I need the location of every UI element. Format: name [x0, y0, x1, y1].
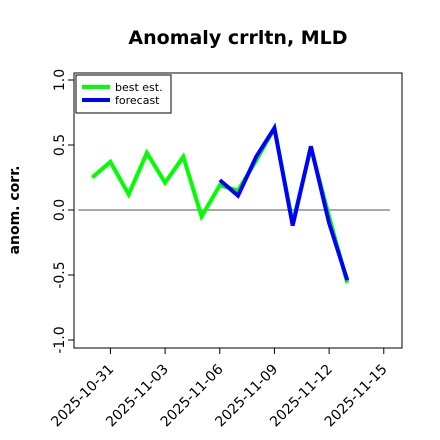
- y-tick-label: -1.0: [52, 326, 68, 353]
- series-layer: [90, 122, 350, 284]
- legend-label-best-est: best est.: [115, 81, 163, 94]
- y-tick-label: 0.0: [52, 199, 68, 221]
- legend-box: [75, 74, 172, 114]
- y-tick-label: 1.0: [52, 69, 68, 91]
- x-axis: 2025-10-312025-11-032025-11-062025-11-09…: [48, 348, 391, 430]
- series-line-forecast: [218, 122, 350, 281]
- legend-label-forecast: forecast: [115, 94, 160, 107]
- legend: best est. forecast: [75, 74, 172, 114]
- y-tick-label: 0.5: [52, 134, 68, 156]
- y-axis: -1.0 -0.5 0.0 0.5 1.0: [52, 69, 74, 354]
- chart-title: Anomaly crrltn, MLD: [128, 27, 347, 49]
- y-axis-label: anom. corr.: [7, 166, 23, 255]
- y-tick-label: -0.5: [52, 261, 68, 288]
